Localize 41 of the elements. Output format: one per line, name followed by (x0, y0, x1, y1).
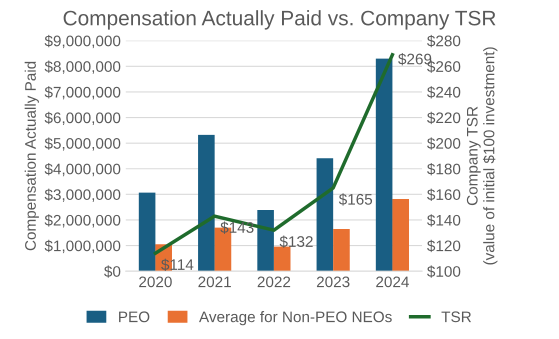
bar (333, 228, 350, 272)
y-tick-label: $9,000,000 (44, 34, 120, 48)
y2-tick-label: $100 (427, 265, 460, 278)
data-label: $165 (338, 193, 372, 206)
y-tick-label: $6,000,000 (44, 112, 120, 126)
bar (316, 158, 334, 272)
y-tick-label: $1,000,000 (44, 240, 120, 254)
x-tick-label: 2023 (316, 276, 350, 288)
y2-tick-label: $180 (427, 162, 460, 176)
y-tick-label: $0 (104, 265, 120, 278)
x-tick-label: 2022 (258, 276, 290, 288)
bar (376, 58, 392, 272)
chart-title: Compensation Actually Paid vs. Company TSR (64, 10, 496, 30)
y2-tick-label: $220 (427, 112, 460, 124)
x-tick-label: 2020 (139, 276, 172, 288)
line-series (154, 53, 394, 256)
bar (138, 192, 156, 272)
x-tick-label: 2021 (198, 276, 231, 288)
y2-tick-label: $140 (427, 214, 460, 227)
bar (257, 210, 274, 272)
data-label: $132 (280, 236, 313, 248)
y2-tick-label: $160 (427, 188, 460, 201)
bar (274, 246, 290, 272)
y-tick-label: $5,000,000 (44, 137, 120, 151)
x-tick-label: 2024 (376, 276, 409, 288)
y-tick-label: $2,000,000 (44, 214, 120, 228)
y2-axis-title: Company TSR (value of initial $100 investment) (466, 47, 498, 265)
y-tick-label: $3,000,000 (44, 188, 120, 202)
legend-label: TSR (442, 311, 472, 322)
y2-tick-label: $120 (427, 240, 460, 252)
y-tick-label: $4,000,000 (44, 162, 120, 176)
y2-tick-label: $280 (427, 34, 460, 48)
y-axis-title: Compensation Actually Paid (24, 62, 39, 250)
legend-label: Average for Non-PEO NEOs (199, 311, 392, 326)
y-tick-label: $8,000,000 (44, 60, 120, 74)
y2-tick-label: $200 (427, 137, 460, 150)
y2-tick-label: $240 (427, 86, 460, 98)
legend-label: PEO (119, 311, 150, 322)
bar (198, 134, 215, 272)
bar (392, 198, 410, 272)
y-tick-label: $7,000,000 (44, 86, 120, 100)
